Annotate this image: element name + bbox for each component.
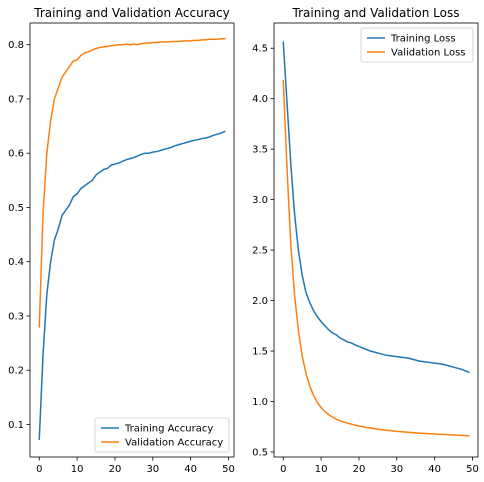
loss-x-tick-label: 0 (280, 464, 286, 475)
accuracy-y-tick-label: 0.1 (8, 420, 24, 431)
loss-x-tick-label: 10 (315, 464, 328, 475)
accuracy-x-tick-label: 10 (71, 464, 84, 475)
loss-y-tick-label: 3.0 (252, 195, 268, 206)
loss-series-training-loss (282, 41, 470, 374)
loss-chart: Training and Validation Loss 0 10 20 30 40 50 0… (252, 6, 479, 475)
accuracy-y-tick-label: 0.7 (8, 94, 24, 105)
loss-axes-frame (273, 22, 479, 458)
accuracy-y-tick-label: 0.4 (8, 257, 24, 268)
accuracy-series-training-accuracy (38, 130, 226, 440)
loss-y-tick-label: 1.5 (252, 347, 268, 358)
loss-y-tick-label: 4.0 (252, 94, 268, 105)
loss-legend: Training Loss Validation Loss (360, 27, 474, 63)
loss-x-tick-label: 20 (353, 464, 366, 475)
accuracy-y-tick-label: 0.2 (8, 366, 24, 377)
loss-x-tick-label: 50 (466, 464, 479, 475)
accuracy-x-tick-label: 50 (222, 464, 235, 475)
accuracy-legend-box (94, 417, 230, 453)
loss-legend-box (360, 27, 474, 63)
loss-series-validation-loss (282, 79, 470, 437)
accuracy-x-tick-label: 40 (184, 464, 197, 475)
loss-y-tick-label: 1.0 (252, 397, 268, 408)
accuracy-series-validation-accuracy (38, 37, 226, 328)
accuracy-x-tick-label: 0 (36, 464, 42, 475)
accuracy-chart-title: Training and Validation Accuracy (33, 6, 229, 20)
accuracy-axes-frame (29, 22, 235, 458)
accuracy-legend-label-training-accuracy: Training Accuracy (124, 424, 213, 435)
loss-y-tick-label: 0.5 (252, 447, 268, 458)
accuracy-chart: Training and Validation Accuracy 0 10 20 30 4… (8, 6, 235, 475)
loss-y-tick-label: 2.0 (252, 296, 268, 307)
loss-legend-label-validation-loss: Validation Loss (391, 48, 466, 59)
loss-y-tick-label: 2.5 (252, 246, 268, 257)
loss-y-tick-label: 3.5 (252, 145, 268, 156)
loss-legend-label-training-loss: Training Loss (390, 34, 456, 45)
accuracy-x-tick-label: 20 (109, 464, 122, 475)
accuracy-legend: Training Accuracy Validation Accuracy (94, 417, 230, 453)
accuracy-y-tick-label: 0.3 (8, 311, 24, 322)
accuracy-legend-label-validation-accuracy: Validation Accuracy (125, 438, 223, 449)
loss-x-tick-label: 30 (390, 464, 403, 475)
accuracy-y-tick-label: 0.5 (8, 203, 24, 214)
loss-x-tick-label: 40 (428, 464, 441, 475)
accuracy-y-tick-label: 0.8 (8, 40, 24, 51)
loss-y-tick-label: 4.5 (252, 44, 268, 55)
loss-chart-title: Training and Validation Loss (292, 6, 460, 20)
accuracy-y-tick-label: 0.6 (8, 149, 24, 160)
accuracy-x-tick-label: 30 (146, 464, 159, 475)
